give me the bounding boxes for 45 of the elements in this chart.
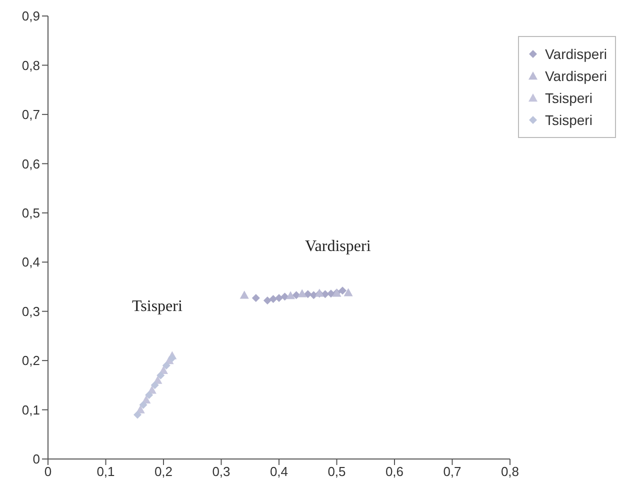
y-tick-label: 0,7 bbox=[22, 107, 40, 122]
point bbox=[252, 294, 260, 302]
point bbox=[139, 400, 148, 409]
y-tick-label: 0,2 bbox=[22, 353, 40, 368]
legend-label: Tsisperi bbox=[545, 89, 592, 108]
y-tick-label: 0,9 bbox=[22, 8, 40, 24]
x-tick-label: 0,6 bbox=[385, 464, 404, 480]
annotation: Tsisperi bbox=[132, 298, 182, 316]
x-tick-label: 0,7 bbox=[443, 464, 462, 480]
y-tick-label: 0,5 bbox=[22, 206, 40, 221]
point bbox=[298, 289, 307, 298]
point bbox=[280, 292, 289, 301]
y-tick-label: 0,6 bbox=[22, 156, 40, 172]
point bbox=[240, 290, 249, 299]
legend-label: Vardisperi bbox=[545, 67, 607, 86]
y-tick-label: 0,1 bbox=[22, 402, 40, 418]
y-tick-label: 0,8 bbox=[22, 58, 40, 73]
point bbox=[286, 291, 296, 300]
point bbox=[344, 288, 353, 296]
point bbox=[162, 361, 170, 370]
x-tick-label: 0 bbox=[44, 464, 52, 480]
y-tick-label: 0,4 bbox=[22, 254, 40, 270]
x-tick-label: 0,8 bbox=[500, 464, 520, 480]
point bbox=[145, 391, 154, 400]
y-tick-label: 0 bbox=[32, 452, 40, 467]
y-tick-label: 0,3 bbox=[22, 304, 40, 319]
x-tick-label: 0,1 bbox=[96, 464, 115, 480]
point bbox=[156, 371, 165, 380]
point bbox=[304, 290, 312, 298]
point bbox=[168, 354, 176, 362]
point bbox=[263, 296, 272, 305]
x-tick-label: 0,2 bbox=[154, 464, 173, 480]
point bbox=[292, 291, 300, 300]
point bbox=[275, 294, 283, 302]
x-tick-label: 0,4 bbox=[270, 464, 288, 480]
annotation: Vardisperi bbox=[305, 238, 371, 256]
legend-label: Tsisperi bbox=[545, 111, 592, 130]
point bbox=[134, 410, 142, 419]
x-tick-label: 0,5 bbox=[328, 464, 346, 480]
legend-label: Vardisperi bbox=[545, 45, 607, 64]
point bbox=[326, 290, 335, 298]
point bbox=[338, 286, 347, 295]
point bbox=[269, 295, 278, 304]
point bbox=[150, 381, 159, 390]
x-tick-label: 0,3 bbox=[212, 464, 230, 480]
